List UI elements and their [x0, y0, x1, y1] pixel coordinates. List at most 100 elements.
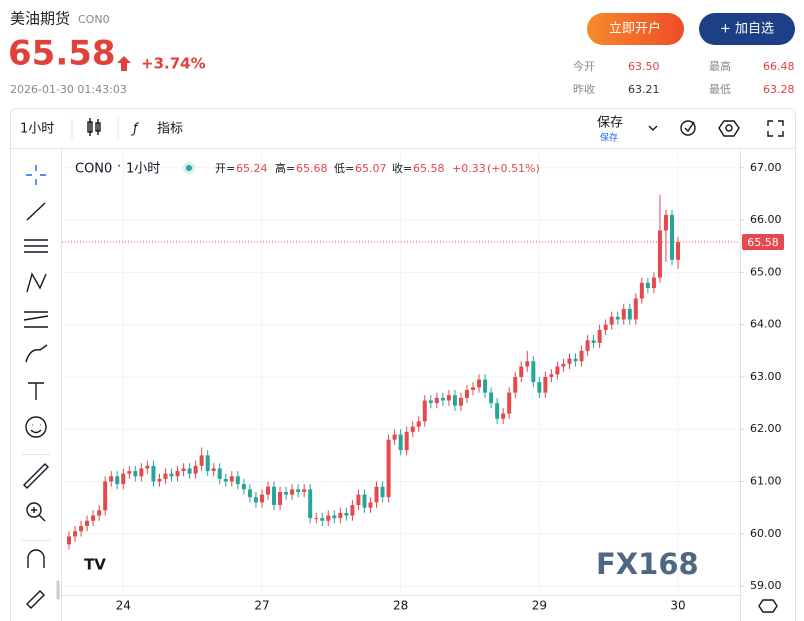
- up-arrow: [117, 56, 131, 71]
- candle-body: [368, 502, 373, 508]
- candle-body: [386, 439, 391, 498]
- candle-body: [549, 374, 554, 377]
- stat-label: 昨收: [573, 82, 595, 96]
- candle-body: [398, 434, 403, 451]
- indicators-button[interactable]: 指标: [157, 122, 183, 137]
- candle-body: [440, 397, 445, 401]
- candle-body: [205, 455, 210, 472]
- ruler-tool[interactable]: [23, 463, 49, 489]
- zoom-icon: [31, 507, 46, 522]
- candle-body: [157, 478, 162, 482]
- candle-body: [651, 277, 656, 289]
- candle-body: [621, 308, 626, 320]
- fullscreen-icon[interactable]: [767, 120, 784, 137]
- candle-body: [597, 329, 602, 343]
- candle-body: [639, 282, 644, 299]
- pattern-tool[interactable]: [26, 272, 47, 293]
- candle-body: [344, 512, 349, 516]
- candle-type-icon[interactable]: [87, 118, 101, 136]
- last-price-tag: [742, 234, 784, 251]
- candle-body: [139, 468, 144, 477]
- open-account-label[interactable]: 立即开户: [609, 21, 661, 37]
- candle-body: [627, 308, 632, 320]
- legend-change: +0.33: [452, 162, 486, 175]
- candle-body: [380, 486, 385, 498]
- emoji-tool[interactable]: [25, 416, 47, 438]
- legend-value: 65.07: [355, 162, 387, 175]
- candle-body: [247, 489, 252, 498]
- add-watch-button[interactable]: [699, 13, 795, 45]
- candle-body: [416, 421, 421, 427]
- crosshair-tool[interactable]: [26, 165, 46, 185]
- candle-body: [235, 476, 240, 485]
- stat-label: 今开: [573, 59, 595, 73]
- candle-body: [278, 491, 283, 506]
- lock-tool[interactable]: [26, 590, 45, 609]
- instrument-name: 美油期货: [10, 10, 70, 28]
- save-button[interactable]: 保存: [597, 116, 623, 131]
- tv-logo: TV: [84, 556, 106, 574]
- stat-label: 最低: [709, 83, 731, 96]
- candle-body: [663, 214, 668, 231]
- candle-body: [410, 426, 415, 432]
- interval-button[interactable]: 1小时: [20, 122, 54, 137]
- zoom-tool[interactable]: [26, 502, 42, 518]
- candle-body: [573, 358, 578, 362]
- candle-body: [332, 515, 337, 519]
- y-tick-label: 65.00: [750, 265, 782, 278]
- y-tick-label: 60.00: [750, 527, 782, 540]
- plot: 59.00 60.00 61.00 62.00 63.00 64.00 65.00 66.00…: [62, 150, 784, 613]
- projection-tool[interactable]: [23, 311, 49, 328]
- candle-body: [591, 340, 596, 343]
- x-tick-label: 24: [116, 599, 131, 613]
- x-tick-label: 27: [254, 599, 269, 613]
- emoji-face: [30, 424, 42, 434]
- candle-body: [109, 476, 114, 482]
- candle-body: [103, 481, 108, 511]
- trendline-tool[interactable]: [26, 202, 46, 221]
- candle-body: [513, 376, 518, 393]
- save-status: 保存: [600, 132, 618, 144]
- candle-body: [464, 390, 469, 398]
- indicator-icon[interactable]: ƒ: [130, 122, 140, 137]
- y-tick-label: 61.00: [750, 475, 782, 488]
- alert-icon[interactable]: [680, 120, 696, 136]
- legend-label: 低=: [334, 162, 354, 175]
- x-tick-label: 29: [532, 599, 547, 613]
- stat-value: 63.28: [763, 83, 795, 96]
- candle-body: [525, 361, 530, 367]
- candle-body: [579, 350, 584, 362]
- candle-body: [501, 413, 506, 419]
- settings-icon[interactable]: [718, 120, 740, 137]
- candle-body: [308, 489, 313, 519]
- candle-body: [187, 468, 192, 474]
- y-tick-label: 67.00: [750, 161, 782, 174]
- candle-body: [326, 515, 331, 521]
- candle-body: [609, 316, 614, 325]
- add-watch-label[interactable]: + 加自选: [720, 22, 774, 37]
- y-tick-label: 64.00: [750, 318, 782, 331]
- candle-body: [259, 494, 264, 503]
- candle-body: [670, 214, 674, 260]
- stat-value: 63.21: [628, 83, 660, 96]
- open-account-button[interactable]: [587, 13, 684, 45]
- y-tick-label: 66.00: [750, 213, 782, 226]
- candle-body: [67, 536, 71, 545]
- fib-tool[interactable]: [24, 239, 48, 253]
- legend-interval: 1小时: [126, 162, 160, 177]
- candle-body: [645, 282, 650, 289]
- candle-body: [585, 340, 590, 351]
- candle-body: [97, 510, 102, 516]
- magnet-tool[interactable]: [27, 549, 45, 568]
- candle-body: [567, 358, 572, 364]
- candle-body: [657, 230, 662, 278]
- axis-settings-icon[interactable]: [758, 599, 778, 613]
- brush-tool[interactable]: [25, 344, 48, 363]
- candle-body: [223, 478, 228, 482]
- candle-body: [350, 505, 355, 516]
- text-tool[interactable]: [28, 382, 44, 400]
- candle-body: [265, 486, 270, 495]
- legend-separator: ·: [117, 160, 121, 175]
- save-menu-arrow[interactable]: [648, 125, 658, 131]
